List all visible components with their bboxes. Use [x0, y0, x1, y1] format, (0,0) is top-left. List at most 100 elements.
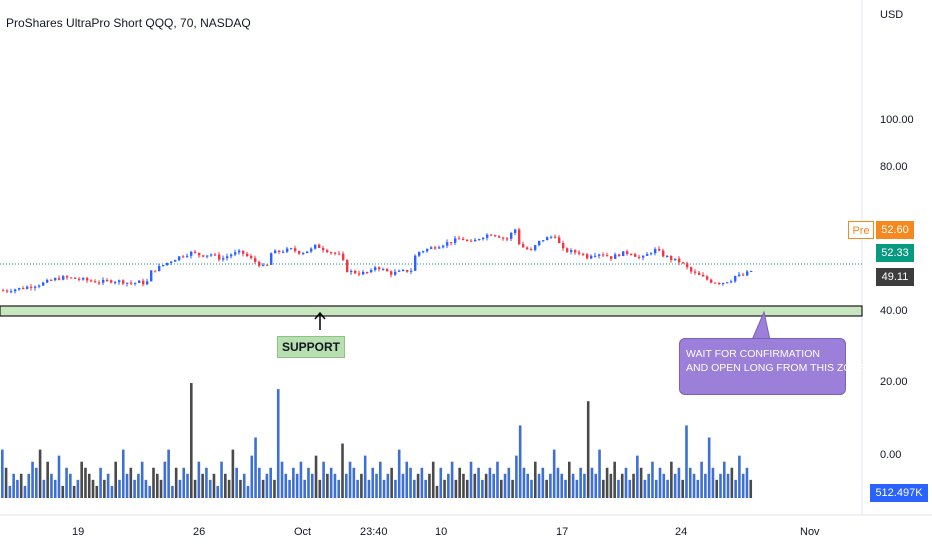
volume-bar	[643, 479, 647, 498]
candle-body	[270, 253, 273, 265]
candle-body	[674, 258, 677, 261]
candle-body	[738, 274, 741, 276]
candle-body	[478, 239, 481, 241]
volume-bar	[295, 473, 299, 498]
candle-body	[222, 258, 225, 260]
currency-label[interactable]: USD	[880, 9, 904, 21]
candle-body	[482, 237, 485, 240]
volume-bar	[413, 479, 416, 498]
volume-bar	[292, 467, 295, 498]
candle-body	[74, 277, 77, 279]
volume-bar	[360, 473, 363, 498]
volume-bar	[568, 461, 571, 498]
volume-bar	[155, 473, 159, 498]
volume-bar	[666, 479, 669, 498]
candle-body	[94, 281, 97, 283]
volume-bar	[632, 473, 635, 498]
chart-title: ProShares UltraPro Short QQQ, 70, NASDAQ	[6, 16, 251, 30]
volume-bar	[496, 461, 499, 498]
candle-body	[334, 252, 337, 254]
candle-body	[234, 252, 237, 255]
volume-bar	[617, 479, 620, 498]
volume-bar	[443, 479, 446, 498]
volume-bar	[220, 461, 223, 498]
x-tick-label: 17	[556, 526, 568, 538]
volume-bar	[492, 473, 495, 498]
candle-body	[530, 249, 533, 251]
volume-bar	[564, 479, 567, 498]
candle-body	[166, 262, 169, 266]
candle-body	[246, 253, 249, 257]
candle-body	[622, 251, 625, 257]
volume-bar	[42, 479, 46, 498]
candle-body	[434, 247, 437, 249]
candle-body	[534, 245, 537, 251]
callout-note[interactable]: WAIT FOR CONFIRMATION AND OPEN LONG FROM…	[679, 338, 867, 395]
candle-body	[522, 244, 525, 248]
candle-body	[226, 256, 229, 259]
volume-bar	[310, 473, 314, 498]
volume-bar	[390, 467, 393, 498]
candle-body	[162, 265, 165, 267]
candle-body	[266, 264, 269, 266]
candle-body	[698, 272, 701, 275]
volume-bar	[80, 461, 83, 498]
candle-body	[458, 238, 461, 240]
candle-body	[34, 286, 37, 288]
candle-body	[586, 254, 589, 259]
y-tick-label: 20.00	[880, 376, 908, 388]
candle-body	[510, 232, 513, 239]
candle-body	[210, 254, 213, 256]
candle-body	[730, 281, 733, 283]
candle-body	[706, 276, 709, 280]
volume-bar	[745, 467, 749, 498]
volume-bar	[692, 473, 696, 498]
candle-body	[666, 256, 669, 258]
volume-bar	[416, 473, 420, 498]
candle-body	[442, 245, 445, 248]
candle-body	[190, 251, 193, 256]
volume-bar	[371, 467, 375, 498]
volume-tag: 512.497K	[870, 484, 928, 502]
volume-bar	[322, 461, 325, 498]
support-label[interactable]: SUPPORT	[277, 336, 346, 358]
volume-bar	[435, 485, 439, 498]
volume-bar	[507, 467, 511, 498]
volume-bar	[159, 479, 163, 498]
volume-bar	[239, 479, 242, 498]
volume-bar	[431, 461, 435, 498]
candle-body	[566, 248, 569, 252]
candle-body	[474, 239, 477, 242]
candle-body	[338, 253, 341, 255]
volume-bar	[197, 461, 201, 498]
volume-bar	[722, 461, 726, 498]
volume-bar	[537, 473, 541, 498]
volume-bar	[465, 479, 469, 498]
candle-body	[454, 238, 457, 243]
candle-body	[498, 236, 501, 238]
candle-body	[414, 255, 417, 271]
support-zone[interactable]	[0, 305, 863, 317]
candle-body	[14, 289, 17, 292]
volume-bar	[254, 437, 257, 498]
candle-body	[686, 263, 689, 268]
candle-body	[82, 278, 85, 280]
volume-bar	[541, 467, 545, 498]
x-tick-label: Nov	[800, 526, 820, 538]
volume-bar	[106, 473, 110, 498]
volume-bar	[704, 473, 707, 498]
volume-bar	[121, 449, 125, 498]
support-arrow-head	[314, 311, 326, 320]
volume-bar	[571, 473, 575, 498]
candle-body	[50, 279, 53, 281]
candle-body	[374, 267, 377, 271]
candle-body	[54, 278, 57, 281]
callout-line: AND OPEN LONG FROM THIS ZONE	[686, 362, 867, 374]
candle-body	[282, 251, 285, 253]
volume-bar	[545, 479, 548, 498]
volume-bar	[133, 479, 136, 498]
volume-bar	[8, 485, 12, 498]
candle-body	[342, 253, 345, 260]
candle-body	[238, 250, 241, 253]
